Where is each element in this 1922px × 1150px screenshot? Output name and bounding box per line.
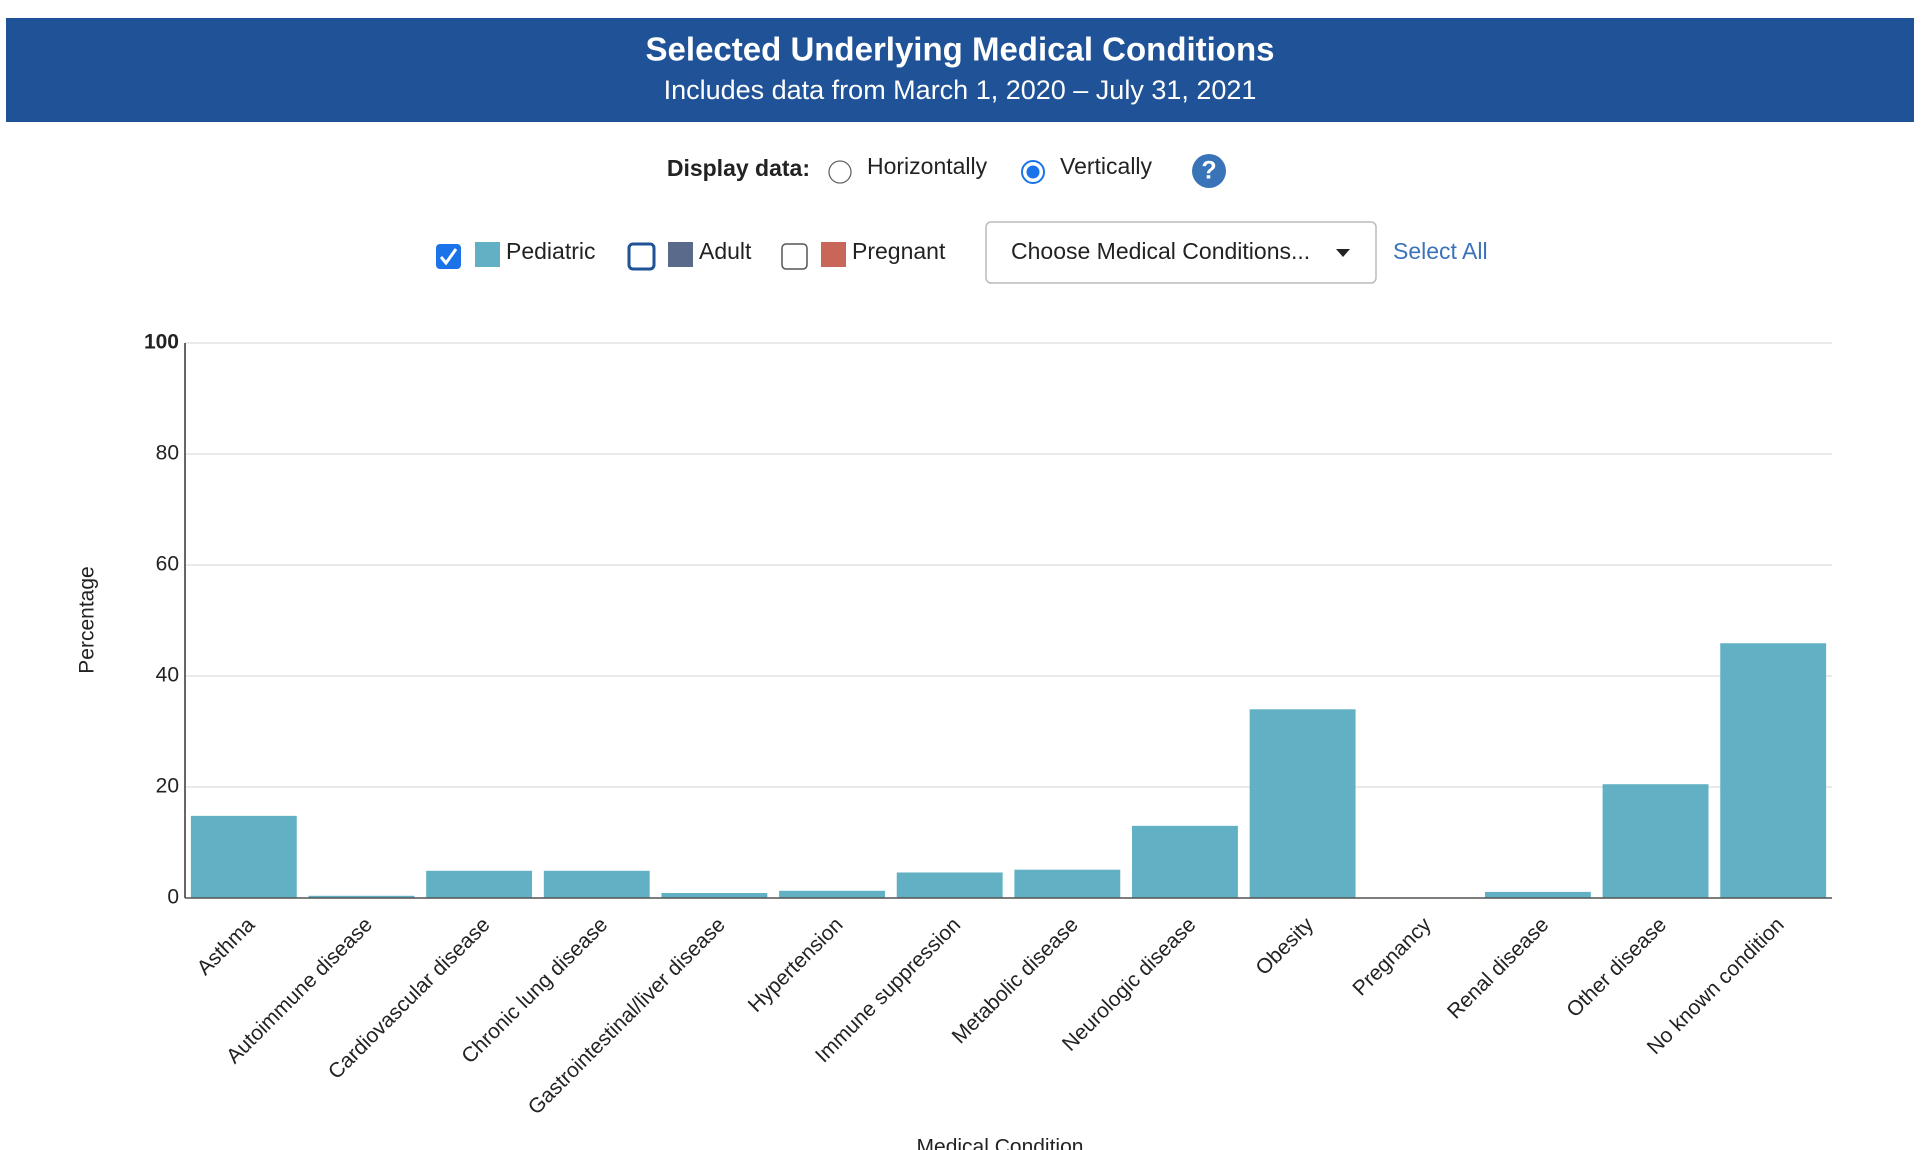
checkbox[interactable] [781,243,808,270]
bar [308,895,415,898]
dropdown-caret [1336,249,1350,257]
bar [543,870,650,898]
y-tick-label: 0 [167,886,179,909]
bar [661,893,768,898]
y-tick-label: 80 [156,442,179,465]
radio[interactable] [828,160,852,184]
chart-title: Selected Underlying Medical Conditions [646,31,1275,68]
checkbox[interactable] [627,242,656,271]
y-axis-label: Percentage [76,566,99,673]
header-bar [6,18,1914,122]
legend-swatch [475,242,500,267]
dropdown-label[interactable]: Choose Medical Conditions... [1011,238,1310,264]
x-tick-label: Renal disease [1443,913,1553,1023]
bar [190,815,297,898]
select-all[interactable]: Select All [1393,238,1488,264]
bar [1132,825,1238,898]
display-label: Display data: [667,155,810,181]
x-tick-label: Neurologic disease [1058,913,1201,1056]
checkbox[interactable] [436,244,461,269]
bar [1720,643,1827,898]
dropdown[interactable] [985,221,1377,284]
y-tick-label: 20 [156,775,179,798]
x-tick-label: Gastrointestinal/liver disease [524,913,730,1119]
legend-swatch [668,242,693,267]
y-tick-label: 100 [144,331,179,354]
help-icon[interactable] [1192,154,1226,188]
bar [1014,869,1121,898]
help-icon-text[interactable]: ? [1201,157,1216,185]
bar [426,870,533,898]
x-tick-label: Metabolic disease [948,913,1083,1048]
checkmark[interactable] [439,248,458,266]
bar [779,890,885,898]
radio-label[interactable]: Horizontally [867,153,988,179]
y-tick-label: 40 [156,664,179,687]
bar [896,872,1003,898]
x-tick-label: Hypertension [744,913,848,1017]
legend-swatch [821,242,846,267]
x-axis-label: Medical Condition [917,1136,1084,1150]
x-tick-label: Asthma [193,913,260,980]
chart-subtitle: Includes data from March 1, 2020 – July … [664,75,1257,105]
y-tick-label: 60 [156,553,179,576]
legend-label[interactable]: Pregnant [852,238,946,264]
radio-dot [1026,165,1040,179]
x-tick-label: Pregnancy [1348,913,1436,1001]
x-tick-label: Other disease [1562,913,1671,1022]
x-tick-label: Obesity [1251,913,1318,980]
legend-label[interactable]: Pediatric [506,238,595,264]
legend-label[interactable]: Adult [699,238,752,264]
bar [1602,784,1709,898]
bar [1249,709,1356,898]
bar [1484,891,1591,898]
radio-label[interactable]: Vertically [1060,153,1153,179]
